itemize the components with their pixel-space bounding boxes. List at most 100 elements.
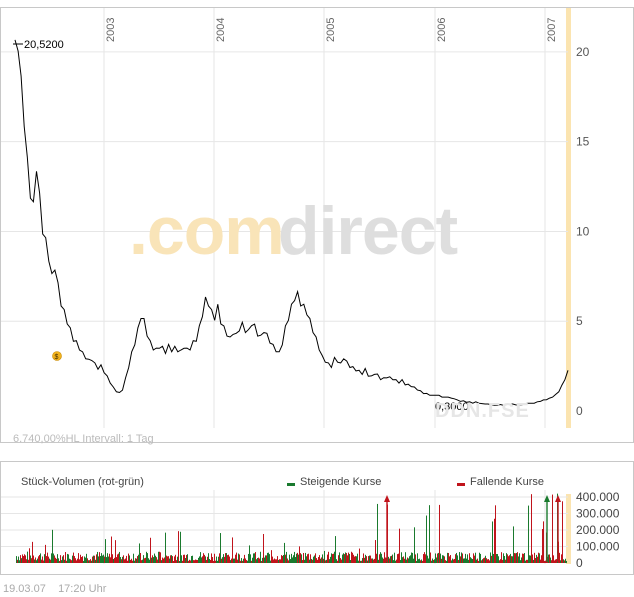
volume-bar: [345, 552, 346, 563]
volume-bar: [192, 555, 193, 563]
volume-bar: [175, 554, 176, 563]
volume-bar: [408, 558, 409, 563]
volume-bar: [481, 560, 482, 563]
volume-bar: [51, 553, 52, 563]
volume-bar: [118, 553, 119, 563]
volume-bar: [69, 558, 70, 563]
volume-bar: [87, 558, 88, 563]
volume-bar: [333, 553, 334, 563]
volume-bar: [480, 553, 481, 563]
volume-grid: [1, 490, 568, 564]
volume-bar: [318, 557, 319, 563]
volume-bar: [112, 554, 113, 563]
volume-bar: [344, 554, 345, 563]
timestamp-date: 19.03.07: [3, 583, 46, 595]
volume-bar: [494, 518, 495, 563]
volume-bar: [108, 556, 109, 563]
volume-bar: [367, 560, 368, 563]
volume-bar: [528, 505, 529, 563]
volume-bar: [529, 555, 530, 563]
volume-bar: [240, 560, 241, 563]
volume-bar: [467, 554, 468, 563]
price-axis: 0 5 10 15 20: [576, 45, 590, 418]
volume-bar: [355, 556, 356, 563]
volume-bar: [332, 554, 333, 563]
volume-bar: [153, 557, 154, 563]
volume-bar: [77, 558, 78, 563]
volume-bar: [460, 556, 461, 563]
volume-bar: [250, 554, 251, 563]
volume-bar: [450, 555, 451, 563]
volume-bar: [255, 552, 256, 563]
volume-bar: [57, 554, 58, 563]
volume-bar: [329, 559, 330, 563]
volume-bar: [321, 557, 322, 563]
volume-bar: [254, 553, 255, 563]
volume-bar: [317, 559, 318, 563]
volume-bar: [53, 553, 54, 563]
volume-bar: [187, 554, 188, 563]
volume-bar: [199, 556, 200, 563]
volume-bar: [233, 558, 234, 563]
dividend-marker-icon[interactable]: [52, 351, 62, 361]
volume-bar: [211, 553, 212, 563]
volume-bar: [201, 557, 202, 563]
volume-bar: [539, 553, 540, 563]
volume-bar: [193, 560, 194, 563]
volume-bar: [510, 553, 511, 563]
volume-bar: [260, 551, 261, 563]
volume-bar: [90, 559, 91, 563]
volume-bar: [72, 555, 73, 563]
volume-bar: [117, 554, 118, 563]
volume-bar: [549, 554, 550, 563]
volume-bar: [525, 560, 526, 563]
volume-bar: [486, 558, 487, 563]
volume-bar: [92, 556, 93, 563]
volume-bar: [533, 559, 534, 563]
volume-bar: [556, 559, 557, 563]
volume-bar: [292, 557, 293, 563]
volume-bar: [335, 536, 336, 563]
volume-bar: [501, 552, 502, 563]
volume-bar: [411, 552, 412, 563]
volume-bar: [325, 560, 326, 563]
volume-bar: [499, 560, 500, 563]
volume-bar: [397, 554, 398, 563]
volume-bar: [401, 552, 402, 563]
volume-bar: [269, 554, 270, 563]
volume-bar: [215, 560, 216, 563]
volume-bar: [183, 554, 184, 563]
volume-bar: [64, 559, 65, 563]
volume-bar: [396, 559, 397, 563]
volume-bar: [49, 558, 50, 563]
volume-bar: [83, 560, 84, 563]
volume-bar: [503, 553, 504, 563]
volume-bar: [76, 560, 77, 563]
volume-bar: [123, 555, 124, 563]
volume-bar: [447, 552, 448, 563]
volume-bar: [148, 558, 149, 563]
volume-bar: [561, 554, 562, 563]
volume-bar: [74, 556, 75, 563]
price-tick-label: 15: [576, 135, 590, 149]
timestamp: 19.03.07 17:20 Uhr: [3, 583, 106, 595]
volume-bar: [165, 532, 166, 563]
volume-bar: [61, 560, 62, 563]
volume-bar: [432, 558, 433, 563]
volume-bar: [218, 556, 219, 563]
price-tick-label: 20: [576, 45, 590, 59]
volume-bar: [116, 557, 117, 563]
volume-bar: [137, 556, 138, 563]
volume-bar: [465, 553, 466, 563]
volume-bar: [60, 555, 61, 563]
volume-bar: [248, 553, 249, 563]
volume-bar: [294, 551, 295, 563]
volume-bars: [16, 493, 567, 563]
volume-bar: [20, 555, 21, 563]
volume-bar: [348, 552, 349, 563]
volume-bar: [555, 559, 556, 563]
volume-bar: [488, 559, 489, 563]
volume-bar: [542, 528, 543, 563]
volume-bar: [131, 558, 132, 563]
volume-bar: [225, 553, 226, 563]
